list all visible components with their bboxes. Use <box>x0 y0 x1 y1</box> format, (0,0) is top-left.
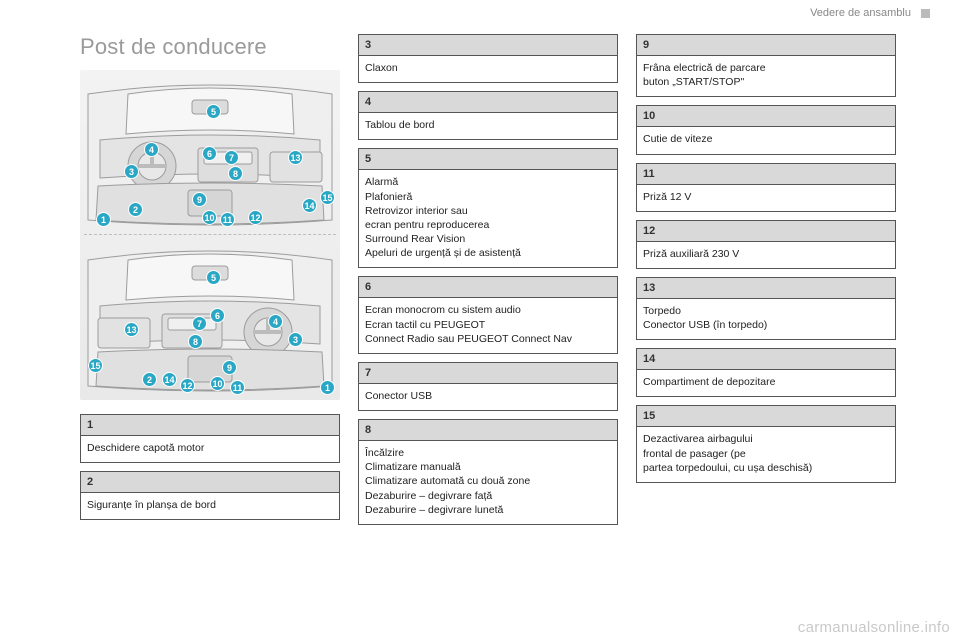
info-box-2: 2Siguranțe în planșa de bord <box>80 471 340 520</box>
info-box-9: 9Frâna electrică de parcarebuton „START/… <box>636 34 896 97</box>
info-box-body: Claxon <box>359 56 617 82</box>
info-box-header: 10 <box>637 106 895 127</box>
info-box-header: 5 <box>359 149 617 170</box>
callout-marker-2: 2 <box>142 372 157 387</box>
info-box-10: 10Cutie de viteze <box>636 105 896 154</box>
info-box-body: Ecran monocrom cu sistem audioEcran tact… <box>359 298 617 353</box>
info-box-body: Priză auxiliară 230 V <box>637 242 895 268</box>
footer-watermark: carmanualsonline.info <box>798 619 950 636</box>
info-box-3: 3Claxon <box>358 34 618 83</box>
info-box-body: Siguranțe în planșa de bord <box>81 493 339 519</box>
info-box-header: 13 <box>637 278 895 299</box>
info-box-body: Cutie de viteze <box>637 127 895 153</box>
info-box-header: 7 <box>359 363 617 384</box>
info-box-header: 8 <box>359 420 617 441</box>
callout-marker-14: 14 <box>162 372 177 387</box>
callout-marker-3: 3 <box>288 332 303 347</box>
info-box-body: Conector USB <box>359 384 617 410</box>
callout-marker-1: 1 <box>320 380 335 395</box>
info-box-body: Tablou de bord <box>359 113 617 139</box>
info-box-header: 6 <box>359 277 617 298</box>
col2-boxes: 3Claxon 4Tablou de bord 5AlarmăPlafonierăR… <box>358 34 618 533</box>
info-box-5: 5AlarmăPlafonierăRetrovizor interior sau… <box>358 148 618 268</box>
info-box-header: 1 <box>81 415 339 436</box>
info-box-body: Deschidere capotă motor <box>81 436 339 462</box>
info-box-4: 4Tablou de bord <box>358 91 618 140</box>
info-box-body: ÎncălzireClimatizare manualăClimatizare … <box>359 441 617 524</box>
section-label: Vedere de ansamblu <box>810 7 911 19</box>
callout-marker-8: 8 <box>188 334 203 349</box>
markers-bot: 567413831592141012111 <box>80 70 340 400</box>
col1-boxes: 1Deschidere capotă motor 2Siguranțe în pl… <box>80 414 340 528</box>
info-box-body: Compartiment de depozitare <box>637 370 895 396</box>
callout-marker-5: 5 <box>206 270 221 285</box>
callout-marker-4: 4 <box>268 314 283 329</box>
info-box-body: Dezactivarea airbaguluifrontal de pasage… <box>637 427 895 482</box>
column-3: 9Frâna electrică de parcarebuton „START/… <box>636 34 896 620</box>
callout-marker-7: 7 <box>192 316 207 331</box>
info-box-header: 15 <box>637 406 895 427</box>
page-title: Post de conducere <box>80 34 340 60</box>
info-box-body: TorpedoConector USB (în torpedo) <box>637 299 895 339</box>
info-box-7: 7Conector USB <box>358 362 618 411</box>
callout-marker-13: 13 <box>124 322 139 337</box>
info-box-header: 9 <box>637 35 895 56</box>
dashboard-figure: 546713389152101411112 567413831592141012… <box>80 70 340 400</box>
info-box-header: 3 <box>359 35 617 56</box>
info-box-header: 4 <box>359 92 617 113</box>
info-box-6: 6Ecran monocrom cu sistem audioEcran tac… <box>358 276 618 354</box>
info-box-1: 1Deschidere capotă motor <box>80 414 340 463</box>
info-box-15: 15Dezactivarea airbaguluifrontal de pasa… <box>636 405 896 483</box>
info-box-8: 8ÎncălzireClimatizare manualăClimatizare… <box>358 419 618 525</box>
info-box-header: 14 <box>637 349 895 370</box>
info-box-header: 2 <box>81 472 339 493</box>
callout-marker-9: 9 <box>222 360 237 375</box>
info-box-11: 11Priză 12 V <box>636 163 896 212</box>
callout-marker-15: 15 <box>88 358 103 373</box>
section-marker-icon <box>921 9 930 18</box>
info-box-body: AlarmăPlafonierăRetrovizor interior saue… <box>359 170 617 267</box>
col3-boxes: 9Frâna electrică de parcarebuton „START/… <box>636 34 896 491</box>
info-box-header: 11 <box>637 164 895 185</box>
info-box-header: 12 <box>637 221 895 242</box>
page-content: Post de conducere <box>0 34 960 640</box>
info-box-body: Priză 12 V <box>637 185 895 211</box>
info-box-body: Frâna electrică de parcarebuton „START/S… <box>637 56 895 96</box>
callout-marker-12: 12 <box>180 378 195 393</box>
info-box-14: 14Compartiment de depozitare <box>636 348 896 397</box>
info-box-12: 12Priză auxiliară 230 V <box>636 220 896 269</box>
column-2: 3Claxon 4Tablou de bord 5AlarmăPlafonierăR… <box>358 34 618 620</box>
info-box-13: 13TorpedoConector USB (în torpedo) <box>636 277 896 340</box>
column-1: Post de conducere <box>80 34 340 620</box>
callout-marker-10: 10 <box>210 376 225 391</box>
header-bar: Vedere de ansamblu <box>0 0 960 26</box>
callout-marker-11: 11 <box>230 380 245 395</box>
callout-marker-6: 6 <box>210 308 225 323</box>
